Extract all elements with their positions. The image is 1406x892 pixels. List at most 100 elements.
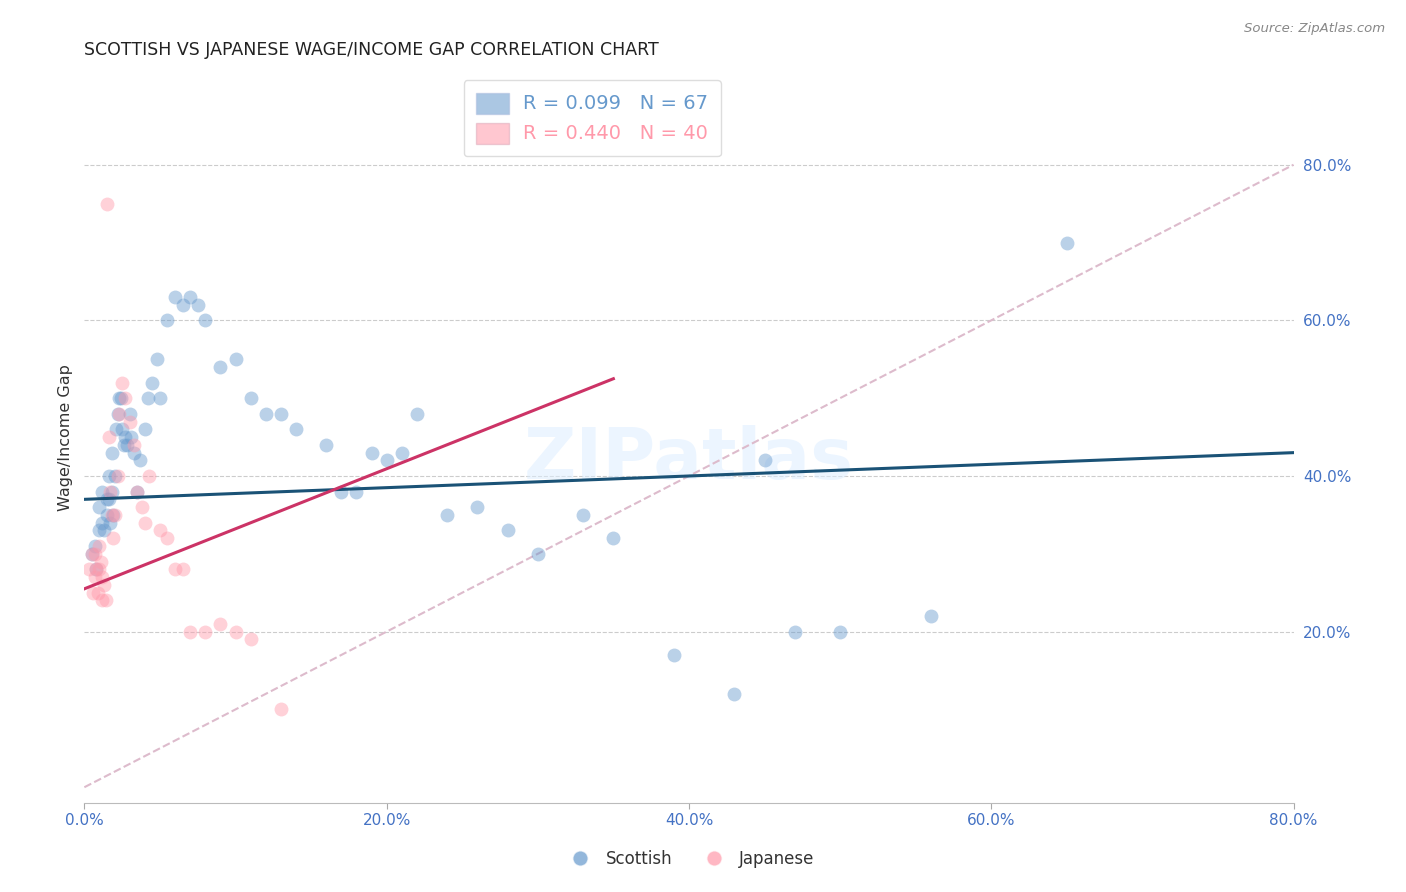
Point (91, 593, 114, 607)
Point (315, 438, 337, 452)
Point (114, 430, 136, 444)
Point (91, 570, 114, 584)
Point (100, 508, 122, 522)
Point (101, 508, 124, 522)
Point (86, 562, 108, 576)
Point (239, 391, 262, 405)
Point (172, 298, 194, 312)
Point (194, 313, 217, 327)
Point (330, 484, 353, 499)
Point (122, 438, 145, 452)
Point (104, 469, 127, 483)
Point (97, 430, 120, 444)
Point (96, 508, 118, 522)
Point (110, 391, 132, 405)
Point (225, 352, 247, 367)
Point (830, 624, 852, 639)
Point (194, 624, 217, 639)
Point (100, 445, 122, 459)
Point (98, 484, 121, 499)
Point (96, 492, 118, 507)
Text: SCOTTISH VS JAPANESE WAGE/INCOME GAP CORRELATION CHART: SCOTTISH VS JAPANESE WAGE/INCOME GAP COR… (84, 41, 659, 59)
Point (391, 445, 413, 459)
Point (108, 407, 131, 421)
Point (165, 562, 187, 576)
Point (129, 453, 152, 467)
Point (467, 500, 489, 515)
Point (920, 609, 942, 624)
Point (97, 492, 120, 507)
Point (107, 407, 129, 421)
Point (754, 453, 776, 467)
Point (86, 562, 108, 576)
Point (97, 469, 120, 483)
Point (723, 687, 745, 701)
Point (131, 500, 153, 515)
Point (146, 352, 169, 367)
Point (662, 648, 685, 662)
Point (209, 359, 232, 374)
Point (84, 547, 107, 561)
Y-axis label: Wage/Income Gap: Wage/Income Gap (58, 364, 73, 510)
Point (77, 562, 100, 576)
Point (118, 407, 141, 421)
Point (572, 508, 595, 522)
Point (187, 298, 209, 312)
Point (84, 570, 107, 584)
Text: Source: ZipAtlas.com: Source: ZipAtlas.com (1244, 22, 1385, 36)
Point (172, 562, 194, 576)
Point (783, 624, 806, 639)
Point (360, 445, 382, 459)
Point (94, 593, 117, 607)
Point (104, 508, 127, 522)
Point (138, 469, 160, 483)
Point (98, 516, 121, 530)
Point (115, 438, 138, 452)
Point (120, 430, 142, 444)
Point (406, 407, 429, 421)
Point (179, 290, 201, 304)
Point (179, 624, 201, 639)
Point (114, 391, 136, 405)
Point (89, 500, 111, 515)
Point (270, 702, 292, 716)
Point (134, 422, 156, 436)
Point (225, 624, 247, 639)
Point (96, 196, 118, 211)
Point (89, 524, 111, 538)
Point (107, 469, 129, 483)
Point (149, 391, 172, 405)
Point (93, 524, 115, 538)
Point (89, 539, 111, 553)
Point (1056, 235, 1078, 250)
Point (111, 422, 134, 436)
Point (496, 524, 519, 538)
Point (111, 376, 134, 390)
Point (100, 484, 122, 499)
Point (141, 376, 163, 390)
Point (527, 547, 550, 561)
Point (80, 547, 103, 561)
Point (80, 547, 103, 561)
Point (136, 391, 159, 405)
Point (101, 531, 124, 545)
Point (156, 313, 179, 327)
Point (112, 438, 135, 452)
Point (93, 578, 115, 592)
Point (91, 516, 114, 530)
Point (84, 539, 107, 553)
Point (285, 422, 308, 436)
Point (209, 616, 232, 631)
Point (239, 632, 262, 647)
Point (254, 407, 277, 421)
Legend: Scottish, Japanese: Scottish, Japanese (557, 844, 821, 875)
Point (134, 516, 156, 530)
Point (346, 484, 368, 499)
Point (127, 484, 149, 499)
Point (375, 453, 398, 467)
Point (165, 290, 187, 304)
Point (122, 445, 145, 459)
Point (87, 585, 110, 599)
Point (156, 531, 179, 545)
Point (118, 415, 141, 429)
